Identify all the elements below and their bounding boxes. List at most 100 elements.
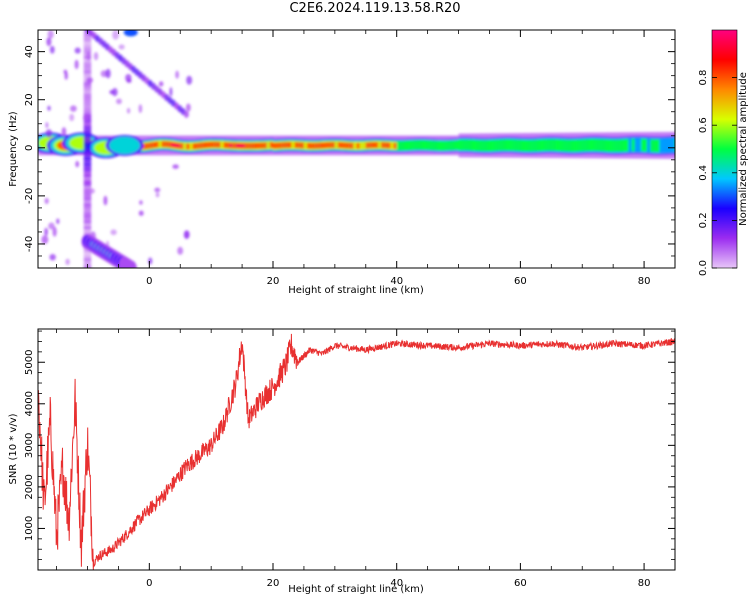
heatmap-cell [606,139,611,152]
heatmap-cell [511,139,515,151]
heatmap-cell [331,142,336,148]
heatmap-cell [108,136,141,155]
heatmap-cell [83,199,92,204]
heatmap-cell [551,139,556,151]
colorbar-frame [711,29,738,269]
heatmap-cell [613,139,617,152]
heatmap-cell [337,142,342,148]
heatmap-cell [83,90,92,94]
heatmap-cell [656,139,661,153]
heatmap-cell [161,141,166,148]
heatmap-cell [245,142,249,149]
heatmap-cell [276,142,280,149]
spectrogram-xtick-label: 80 [638,276,651,287]
heatmap-cell [83,107,92,112]
heatmap-cell [83,136,92,140]
heatmap-cell [82,114,89,122]
heatmap-cell [625,139,630,152]
heatmap-cell [83,188,92,192]
heatmap-cell [405,140,410,151]
heatmap-cell [238,143,243,148]
heatmap-cell [251,142,256,149]
heatmap-cell [83,142,92,146]
heatmap-cell [226,142,231,149]
heatmap-cell [229,143,234,148]
heatmap-cell [48,222,55,230]
spectrogram-heatmap [38,30,679,268]
snr-series-line [38,333,675,570]
heatmap-cell [347,142,351,149]
heatmap-cell [112,30,120,40]
heatmap-cell [83,119,92,123]
heatmap-cell [208,141,212,148]
heatmap-cell [579,139,583,152]
heatmap-cell [158,81,164,87]
heatmap-cell [180,143,184,150]
heatmap-cell [427,140,432,151]
heatmap-cell [501,139,506,151]
heatmap-cell [597,139,602,152]
heatmap-cell [282,142,286,149]
heatmap-cell [83,44,92,48]
spectrogram-xtick-label: 60 [514,276,527,287]
heatmap-cell [172,164,179,169]
heatmap-cell [83,220,92,224]
heatmap-cell [458,139,463,151]
heatmap-cell [83,254,92,259]
snr-xtick-label: 0 [146,578,152,589]
heatmap-cell [174,143,178,148]
heatmap-cell [675,132,679,159]
heatmap-cell [548,139,552,151]
heatmap-cell [83,197,92,201]
heatmap-cell [167,141,172,148]
heatmap-cell [671,137,675,153]
heatmap-cell [83,191,92,195]
heatmap-cell [83,145,92,149]
snr-ytick-label: 1000 [24,516,35,541]
heatmap-cell [514,139,518,151]
heatmap-cell [83,98,92,103]
heatmap-cell [158,140,163,149]
snr-axes: 0 20 40 60 80 1000 2000 3000 4000 5000 [24,329,676,589]
colorbar-ticks: 0.0 0.2 0.4 0.6 0.8 [698,70,737,276]
heatmap-cell [83,150,92,155]
heatmap-cell [504,139,509,151]
heatmap-cell [588,138,593,152]
heatmap-cell [603,139,608,152]
heatmap-cell [477,140,481,152]
heatmap-cell [155,141,160,148]
snr-ylabel: SNR (10 * v/v) [8,413,19,484]
spectrogram-ytick-label: 0 [24,145,35,151]
heatmap-cell [70,105,77,112]
spectrogram-xtick-label: 0 [146,276,152,287]
heatmap-cell [75,160,80,168]
heatmap-cell [362,141,367,150]
heatmap-cell [83,251,92,256]
heatmap-cell [523,140,528,152]
heatmap-cell [83,61,92,65]
heatmap-cell [310,142,314,149]
heatmap-cell [105,68,111,79]
heatmap-cell [356,142,361,149]
snr-xtick-label: 40 [390,578,403,589]
heatmap-cell [139,200,143,205]
heatmap-cell [399,140,404,151]
heatmap-cell [560,139,565,152]
heatmap-cell [594,138,599,152]
heatmap-cell [164,141,169,148]
spectrogram-ytick-label: 40 [24,45,35,58]
heatmap-cell [665,137,670,154]
heatmap-cell [83,130,92,135]
heatmap-cell [421,140,426,150]
heatmap-cell [341,142,345,149]
heatmap-cell [83,162,92,166]
colorbar: 0.0 0.2 0.4 0.6 0.8 Normalized spectral ampl… [698,29,749,276]
heatmap-cell [118,44,125,50]
spectrogram-ylabel: Frequency (Hz) [8,111,19,187]
heatmap-cell [248,142,252,149]
heatmap-cell [83,228,92,233]
heatmap-cell [569,139,574,152]
heatmap-cell [155,192,160,198]
heatmap-cell [47,30,54,39]
